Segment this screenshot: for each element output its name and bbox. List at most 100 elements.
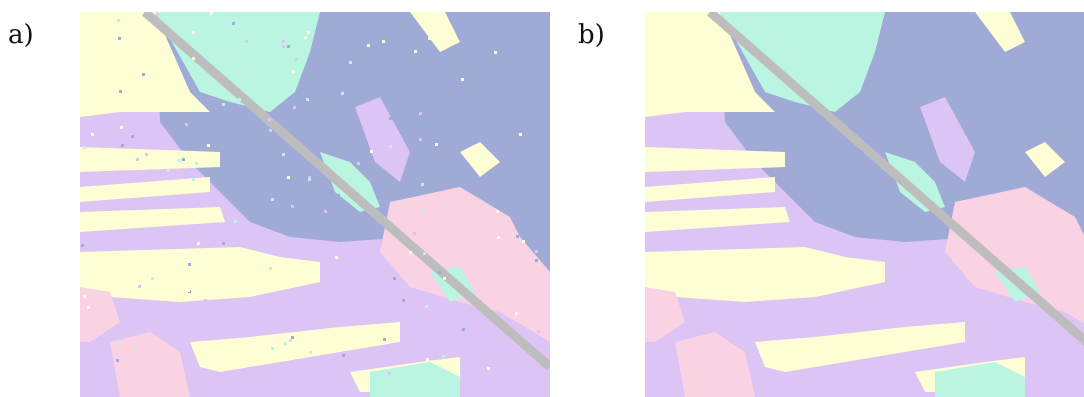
noise-pixel <box>118 37 121 40</box>
noise-pixel <box>487 367 490 370</box>
noise-pixel <box>131 135 134 138</box>
noise-pixel <box>462 75 465 78</box>
noise-pixel <box>537 330 540 333</box>
region-lavender-right <box>355 97 410 182</box>
noise-pixel <box>522 240 525 243</box>
noise-pixel <box>192 31 195 34</box>
noise-pixel <box>83 146 86 149</box>
noise-pixel <box>382 40 385 43</box>
region-cream-right <box>460 142 500 177</box>
noise-pixel <box>245 40 248 43</box>
noise-pixel <box>324 210 327 213</box>
noise-pixel <box>342 354 345 357</box>
stripe-cream-2 <box>80 177 210 202</box>
noise-pixel <box>389 145 392 148</box>
region-mint-top <box>155 12 320 112</box>
panel-b-classification-map <box>645 12 1084 397</box>
region-pink-right <box>945 187 1084 324</box>
noise-pixel <box>515 312 518 315</box>
panel-a-map-svg <box>80 12 550 397</box>
region-pink-left <box>645 287 685 342</box>
noise-pixel <box>461 78 464 81</box>
noise-pixel <box>337 194 340 197</box>
noise-pixel <box>442 355 445 358</box>
noise-pixel <box>103 150 106 153</box>
panel-b-regions <box>645 12 1084 397</box>
panel-b-map-svg <box>645 12 1084 397</box>
noise-pixel <box>419 112 422 115</box>
noise-pixel <box>331 135 334 138</box>
noise-pixel <box>349 61 352 64</box>
noise-pixel <box>380 63 383 66</box>
noise-pixel <box>360 156 363 159</box>
region-pink-bottom <box>675 332 755 397</box>
noise-pixel <box>425 305 428 308</box>
noise-pixel <box>192 57 195 60</box>
noise-pixel <box>488 141 491 144</box>
noise-pixel <box>282 45 285 48</box>
noise-pixel <box>367 44 370 47</box>
region-mint-bottom <box>935 362 1025 397</box>
noise-pixel <box>258 80 261 83</box>
region-pink-left <box>80 287 120 342</box>
panel-a-regions <box>80 12 550 397</box>
noise-pixel <box>182 158 185 161</box>
stripe-cream-1 <box>80 147 220 172</box>
noise-pixel <box>119 90 122 93</box>
noise-pixel <box>219 23 222 26</box>
region-mint-bottom <box>370 362 460 397</box>
road-line <box>707 12 1084 346</box>
noise-pixel <box>130 191 133 194</box>
panel-b-label: b) <box>578 20 605 50</box>
road-line <box>142 12 550 371</box>
noise-pixel <box>383 338 386 341</box>
noise-pixel <box>93 213 96 216</box>
stripe-cream-1 <box>645 147 785 172</box>
noise-pixel <box>282 40 285 43</box>
noise-pixel <box>291 205 294 208</box>
noise-pixel <box>239 378 242 381</box>
noise-pixel <box>414 50 417 53</box>
noise-pixel <box>370 150 373 153</box>
region-mint-middle <box>885 152 945 212</box>
noise-pixel <box>462 328 465 331</box>
noise-pixel <box>271 198 274 201</box>
stripe-cream-bottom-1 <box>190 322 400 372</box>
noise-pixel <box>197 242 200 245</box>
noise-pixel <box>419 138 422 141</box>
noise-pixel <box>402 299 405 302</box>
noise-pixel <box>423 252 426 255</box>
noise-pixel <box>91 133 94 136</box>
noise-pixel <box>293 106 296 109</box>
noise-pixel <box>486 188 489 191</box>
noise-pixel <box>185 123 188 126</box>
region-mint-middle <box>320 152 380 212</box>
noise-pixel <box>308 176 311 179</box>
noise-pixel <box>516 235 519 238</box>
noise-pixel <box>519 133 522 136</box>
noise-pixel <box>83 295 86 298</box>
noise-pixel <box>287 176 290 179</box>
noise-pixel <box>116 341 119 344</box>
noise-pixel <box>292 70 295 73</box>
noise-pixel <box>535 250 538 253</box>
noise-pixel <box>497 236 500 239</box>
noise-pixel <box>207 144 210 147</box>
noise-pixel <box>443 277 446 280</box>
noise-pixel <box>268 118 271 121</box>
noise-pixel <box>533 179 536 182</box>
noise-pixel <box>187 289 190 292</box>
noise-pixel <box>393 277 396 280</box>
noise-pixel <box>535 259 538 262</box>
noise-pixel <box>435 143 438 146</box>
noise-pixel <box>178 159 181 162</box>
noise-pixel <box>305 222 308 225</box>
region-cream-right <box>1025 142 1065 177</box>
noise-pixel <box>494 51 497 54</box>
noise-pixel <box>142 73 145 76</box>
noise-pixel <box>80 194 83 197</box>
noise-pixel <box>438 271 441 274</box>
noise-pixel <box>304 36 307 39</box>
noise-pixel <box>117 19 120 22</box>
noise-pixel <box>477 177 480 180</box>
